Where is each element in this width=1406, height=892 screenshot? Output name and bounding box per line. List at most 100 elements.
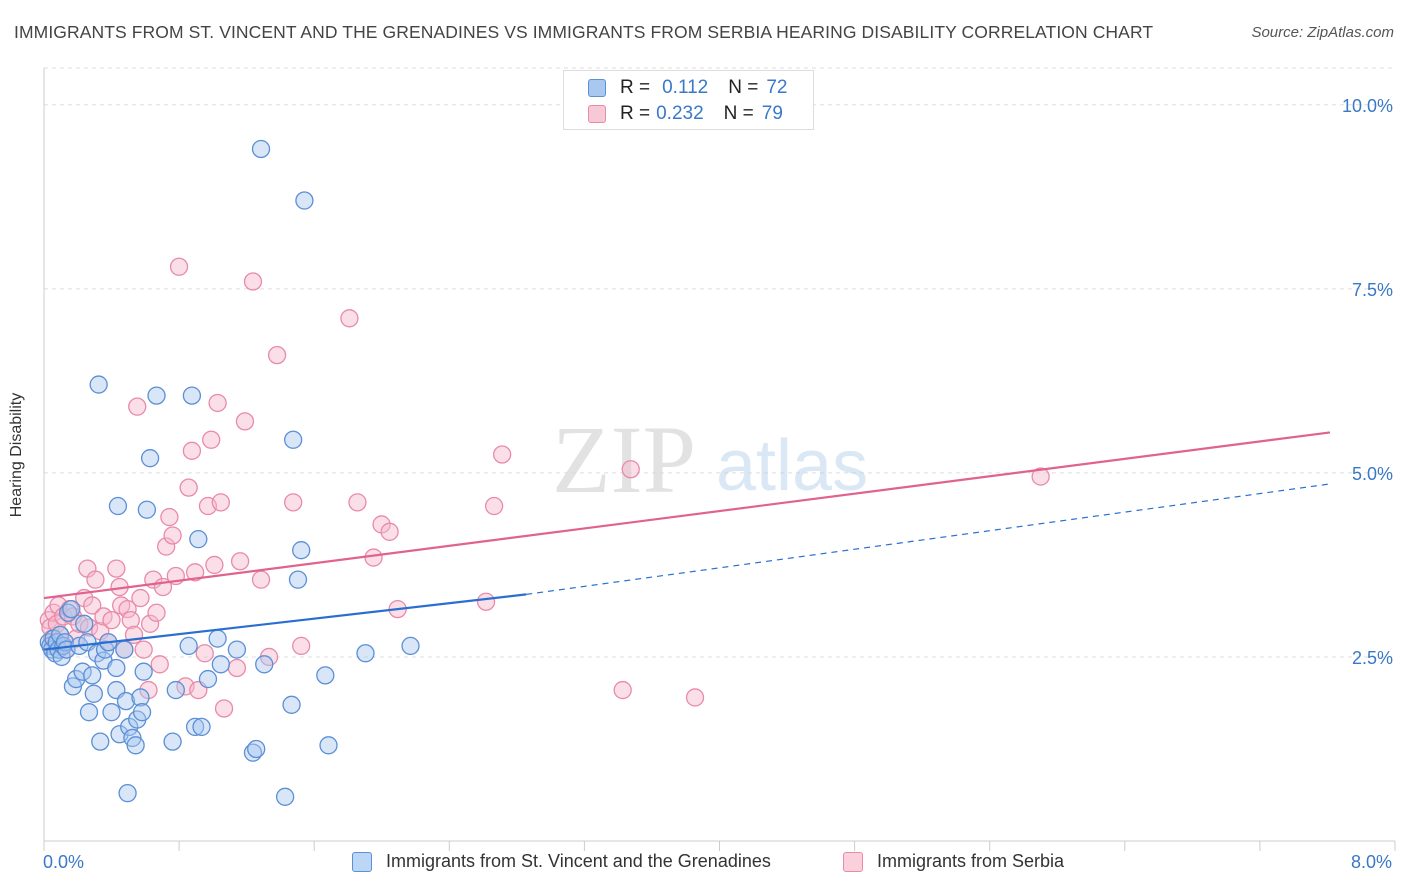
legend-swatch-pink — [588, 105, 606, 123]
legend-row-st-vincent: R = 0.112 N = 72 — [588, 75, 788, 101]
st-vincent-point-47 — [166, 680, 185, 700]
serbia-point-78 — [1031, 467, 1050, 486]
st-vincent-point-67 — [319, 736, 338, 755]
st-vincent-point-52 — [192, 717, 211, 737]
serbia-point-55 — [211, 493, 230, 512]
legend-label-st-vincent: Immigrants from St. Vincent and the Gren… — [386, 851, 771, 871]
serbia-point-58 — [230, 552, 250, 571]
serbia-point-14 — [70, 614, 89, 633]
trend-line-serbia — [43, 431, 1331, 600]
st-vincent-point-45 — [147, 386, 166, 405]
st-vincent-point-70 — [284, 430, 303, 449]
legend-swatch-pink — [843, 851, 863, 872]
serbia-point-65 — [292, 636, 311, 656]
st-vincent-point-50 — [185, 717, 205, 737]
trend-line-st-vincent — [43, 593, 527, 651]
serbia-point-61 — [251, 570, 271, 589]
serbia-point-63 — [267, 345, 287, 365]
r-label: R = — [620, 103, 651, 124]
st-vincent-point-48 — [179, 636, 198, 656]
serbia-point-56 — [214, 699, 234, 718]
legend-item-serbia: Immigrants from Serbia — [843, 851, 1064, 872]
serbia-points — [39, 257, 1050, 718]
source-label: Source: ZipAtlas.com — [1251, 24, 1394, 41]
serbia-point-57 — [227, 658, 247, 678]
y-tick-label-1: 5.0% — [1352, 464, 1393, 484]
serbia-point-64 — [284, 493, 303, 512]
serbia-point-53 — [205, 555, 224, 575]
serbia-point-38 — [150, 655, 169, 674]
series-legend: Immigrants from St. Vincent and the Gren… — [0, 851, 1406, 877]
st-vincent-point-69 — [401, 636, 420, 656]
st-vincent-point-60 — [255, 655, 274, 674]
serbia-point-42 — [163, 526, 182, 545]
serbia-point-60 — [243, 272, 263, 291]
st-vincent-point-13 — [62, 599, 81, 619]
serbia-point-19 — [86, 570, 105, 589]
st-vincent-point-66 — [316, 666, 335, 685]
serbia-point-67 — [348, 493, 367, 512]
n-label: N = — [728, 77, 759, 98]
st-vincent-point-64 — [292, 541, 311, 560]
watermark: ZIP atlas — [552, 406, 868, 513]
st-vincent-point-49 — [182, 386, 202, 405]
st-vincent-point-22 — [84, 684, 103, 703]
serbia-point-66 — [340, 309, 359, 328]
serbia-point-33 — [134, 640, 153, 659]
serbia-point-5 — [47, 614, 67, 633]
legend-row-serbia: R = 0.232 N = 79 — [588, 101, 783, 127]
serbia-point-73 — [484, 496, 504, 516]
watermark-atlas: atlas — [716, 426, 868, 506]
gridlines — [44, 67, 1395, 658]
serbia-point-54 — [208, 393, 227, 413]
st-vincent-point-17 — [73, 662, 92, 681]
serbia-point-50 — [195, 644, 214, 663]
st-vincent-point-56 — [227, 640, 247, 659]
st-vincent-point-34 — [116, 691, 136, 711]
st-vincent-point-25 — [91, 732, 110, 751]
trend-lines — [43, 431, 1331, 651]
legend-swatch-blue — [352, 851, 372, 872]
serbia-point-23 — [102, 610, 121, 630]
st-vincent-point-31 — [108, 496, 128, 516]
st-vincent-point-35 — [118, 783, 137, 803]
st-vincent-point-63 — [288, 570, 308, 589]
st-vincent-point-42 — [134, 662, 153, 681]
st-vincent-point-41 — [132, 703, 152, 722]
serbia-point-77 — [685, 688, 705, 707]
st-vincent-point-58 — [247, 739, 266, 759]
st-vincent-point-24 — [89, 375, 108, 394]
st-vincent-point-65 — [295, 191, 314, 210]
serbia-point-35 — [140, 614, 160, 633]
legend-swatch-blue — [588, 79, 606, 97]
trend-line-st-vincent-extension — [526, 483, 1331, 595]
serbia-point-28 — [118, 599, 137, 619]
st-vincent-point-21 — [83, 666, 102, 685]
axes — [43, 68, 1396, 851]
watermark-zip: ZIP — [552, 406, 696, 513]
serbia-point-68 — [364, 548, 383, 567]
serbia-point-29 — [121, 610, 140, 630]
serbia-point-74 — [492, 445, 512, 464]
st-vincent-point-68 — [356, 644, 375, 663]
serbia-point-37 — [147, 603, 166, 622]
serbia-point-75 — [613, 680, 632, 700]
serbia-point-18 — [83, 596, 102, 615]
st-vincent-point-46 — [163, 732, 182, 751]
serbia-point-72 — [476, 592, 496, 611]
st-vincent-point-20 — [79, 703, 99, 722]
r-value-serbia: 0.232 — [656, 103, 704, 124]
st-vincent-point-18 — [75, 614, 94, 633]
y-tick-label-2: 7.5% — [1352, 280, 1393, 300]
st-vincent-point-51 — [189, 530, 208, 549]
n-label: N = — [723, 103, 754, 124]
st-vincent-point-44 — [140, 449, 160, 468]
serbia-point-40 — [157, 537, 176, 556]
serbia-point-41 — [160, 507, 179, 527]
st-vincent-point-43 — [137, 500, 157, 519]
st-vincent-point-61 — [275, 787, 295, 806]
st-vincent-points — [39, 139, 420, 806]
x-tick-label-max: 8.0% — [1350, 852, 1392, 872]
st-vincent-point-40 — [131, 688, 150, 707]
st-vincent-point-29 — [102, 703, 121, 722]
